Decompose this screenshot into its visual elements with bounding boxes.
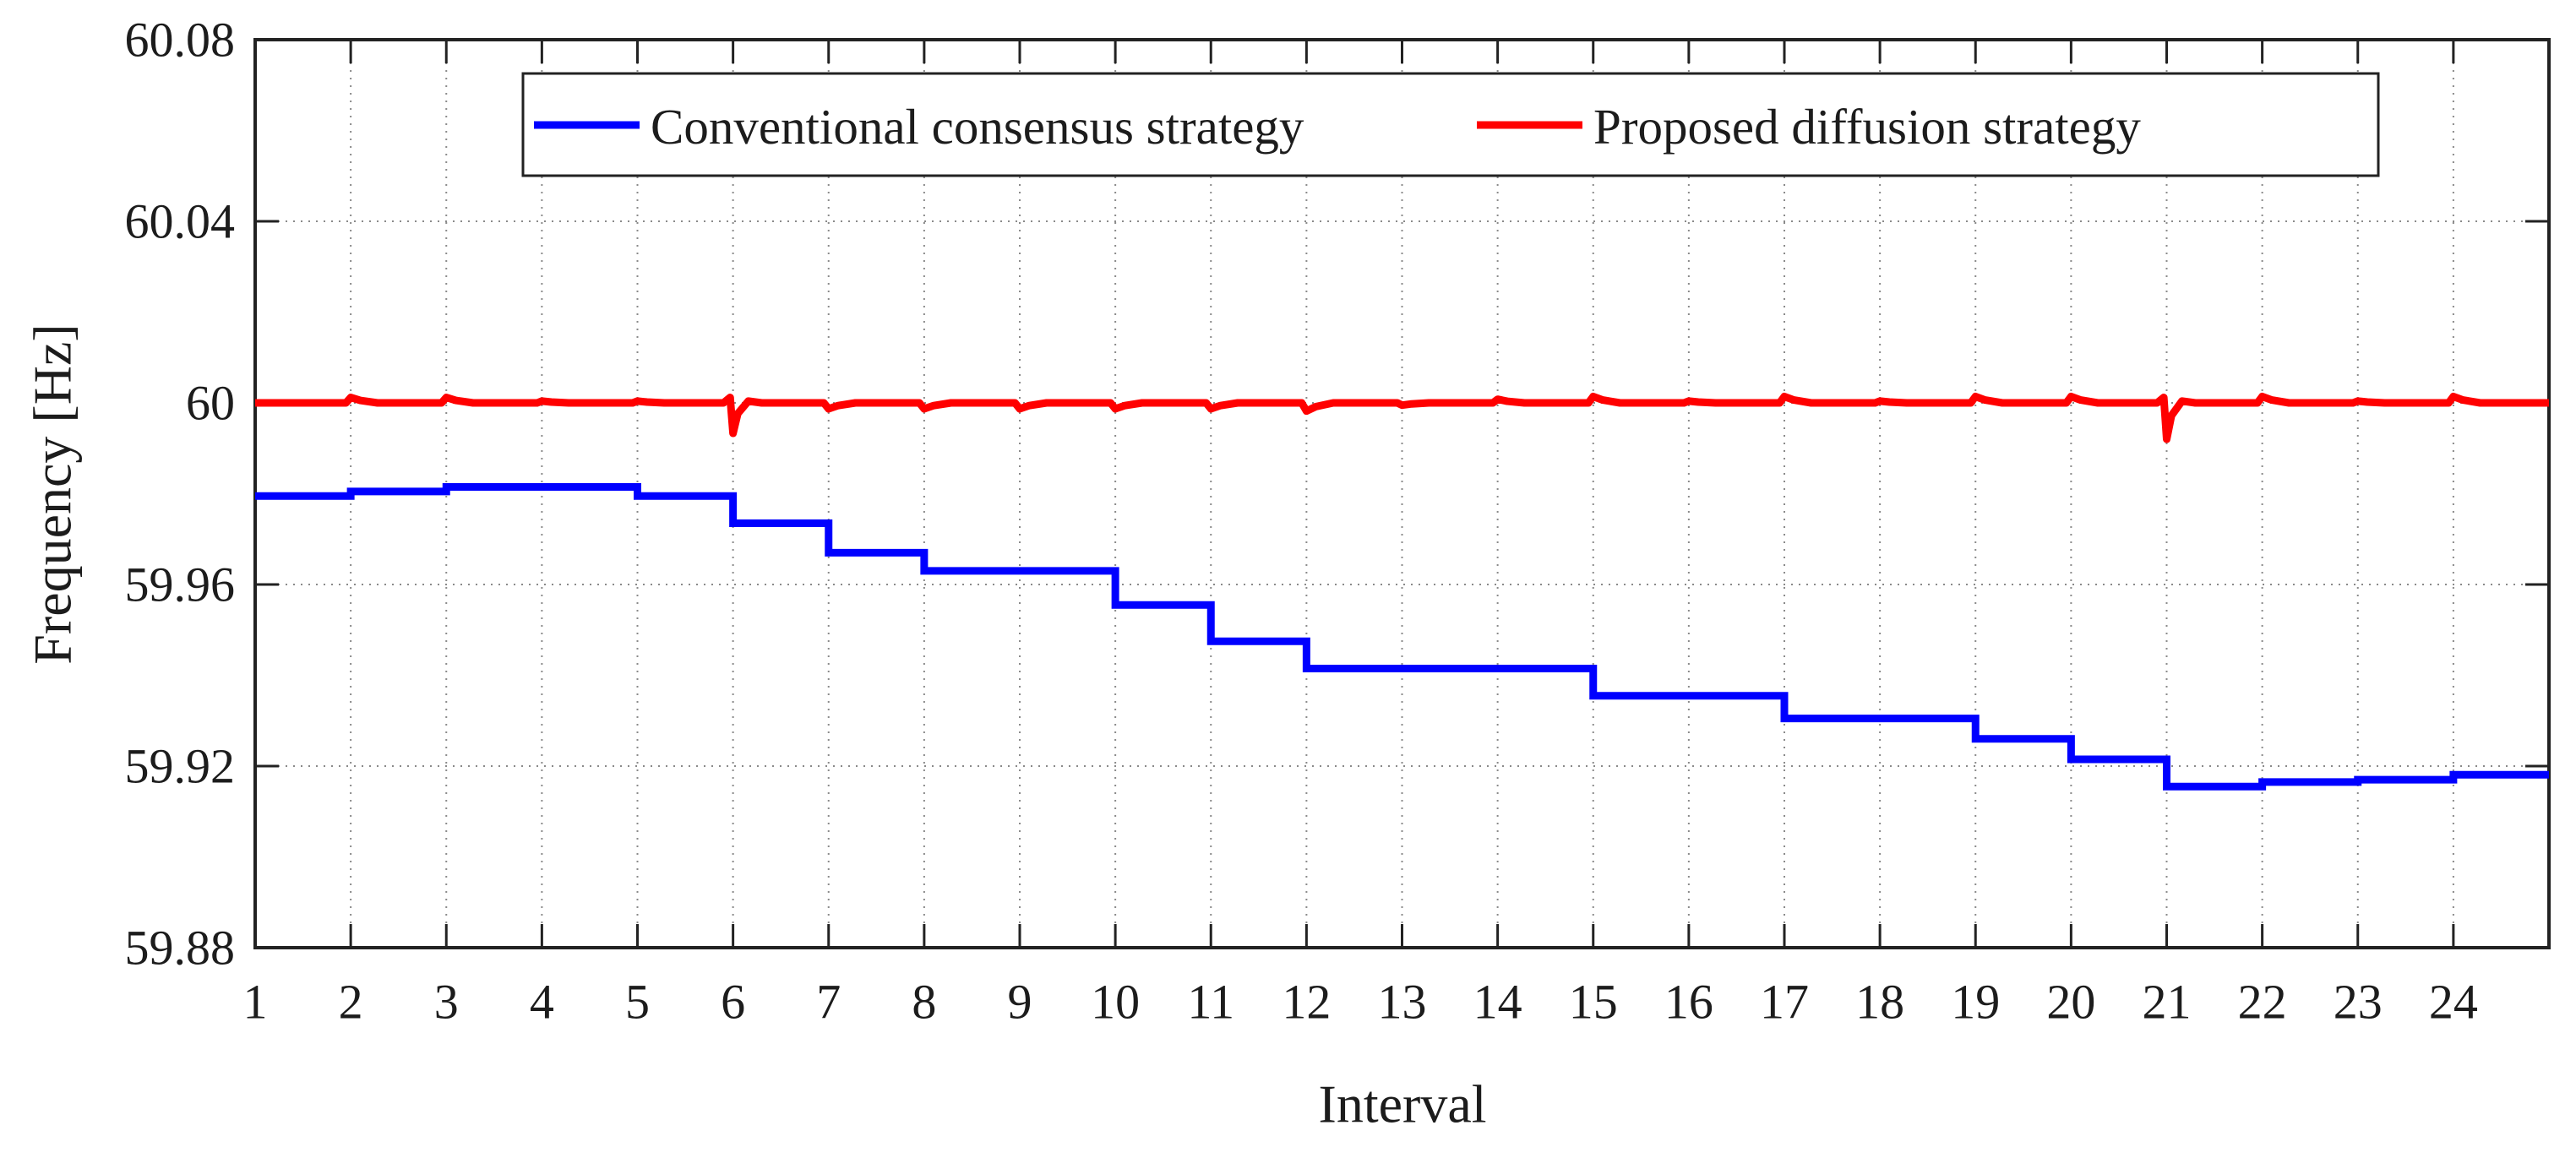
y-tick-label: 59.92	[125, 739, 236, 794]
x-tick-label: 1	[243, 975, 268, 1030]
x-tick-label: 10	[1091, 975, 1140, 1030]
series-conventional-line	[255, 482, 2549, 791]
x-tick-label: 20	[2046, 975, 2095, 1030]
tick-label-layer: 1 2 3 4 5 6 7 8 9 10 11 12 13 14 15 16 17 18 19 20 21 22 23 246…	[125, 13, 2478, 1030]
x-tick-label: 12	[1282, 975, 1331, 1030]
x-tick-label: 5	[625, 975, 650, 1030]
x-tick-label: 11	[1187, 975, 1234, 1030]
legend: Conventional consensus strategy Proposed…	[521, 72, 2380, 177]
x-tick-label: 2	[339, 975, 363, 1030]
x-tick-label: 16	[1664, 975, 1713, 1030]
y-tick-label: 60.04	[125, 194, 236, 249]
x-tick-label: 21	[2143, 975, 2192, 1030]
x-tick-label: 14	[1473, 975, 1522, 1030]
x-tick-label: 22	[2238, 975, 2287, 1030]
x-tick-label: 13	[1378, 975, 1427, 1030]
legend-label-diffusion: Proposed diffusion strategy	[1593, 99, 2141, 155]
x-tick-label: 17	[1760, 975, 1809, 1030]
y-tick-label: 59.96	[125, 557, 236, 612]
x-tick-label: 7	[816, 975, 841, 1030]
y-axis-title: Frequency [Hz]	[23, 323, 83, 664]
x-axis-title: Interval	[1319, 1074, 1487, 1134]
y-tick-label: 60	[186, 376, 235, 431]
series-layer	[255, 392, 2549, 791]
x-tick-label: 6	[721, 975, 745, 1030]
legend-box	[521, 72, 2380, 177]
y-tick-label: 60.08	[125, 13, 236, 68]
x-tick-label: 9	[1008, 975, 1032, 1030]
x-tick-label: 15	[1569, 975, 1618, 1030]
series-diffusion-line	[255, 392, 2549, 443]
x-tick-label: 23	[2334, 975, 2383, 1030]
x-tick-label: 4	[530, 975, 554, 1030]
x-tick-label: 3	[434, 975, 459, 1030]
x-tick-label: 24	[2429, 975, 2478, 1030]
x-tick-label: 18	[1855, 975, 1904, 1030]
x-tick-label: 19	[1951, 975, 2000, 1030]
y-tick-label: 59.88	[125, 921, 236, 976]
x-tick-label: 8	[912, 975, 936, 1030]
legend-label-conventional: Conventional consensus strategy	[651, 99, 1304, 155]
